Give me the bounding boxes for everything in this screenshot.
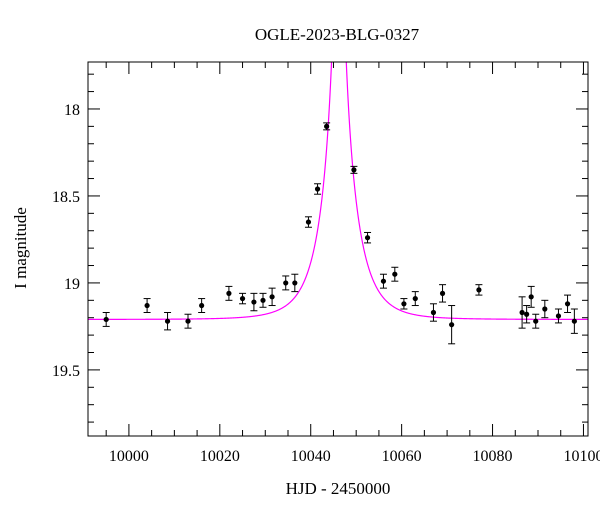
data-point (379, 273, 387, 289)
x-tick-label: 10060 (382, 448, 422, 465)
y-tick-label: 19.5 (52, 363, 80, 380)
data-marker (251, 299, 257, 305)
data-point (268, 287, 276, 307)
data-marker (555, 313, 562, 319)
chart-title: OGLE-2023-BLG-0327 (255, 25, 420, 44)
data-point (570, 308, 578, 334)
data-marker (164, 318, 171, 324)
plot-frame (87, 61, 589, 437)
data-point (541, 299, 549, 319)
axis-ticks (88, 62, 588, 436)
data-marker (449, 322, 455, 328)
data-marker (519, 309, 525, 316)
data-marker (260, 297, 266, 303)
data-point (518, 296, 526, 329)
data-point (448, 305, 456, 345)
data-marker (351, 167, 357, 173)
data-marker (226, 290, 232, 296)
model-curve (88, 62, 588, 320)
data-point (532, 313, 540, 329)
x-tick-label: 10100 (563, 448, 600, 465)
data-point (314, 183, 322, 195)
tick-labels: 10000 10020 10040 10060 10080 10100 18 18.5 19 19… (52, 102, 600, 465)
data-marker (269, 294, 275, 300)
y-axis-label: I magnitude (11, 207, 30, 289)
data-point (250, 292, 258, 312)
model-curve-layer (88, 62, 588, 320)
data-point (364, 231, 372, 244)
data-marker (401, 301, 407, 307)
data-point (554, 308, 562, 324)
data-point (350, 165, 358, 174)
y-tick-label: 18 (64, 102, 80, 119)
x-tick-label: 10000 (109, 448, 149, 465)
data-marker (564, 301, 571, 307)
data-point (475, 284, 483, 296)
data-marker (533, 318, 539, 324)
data-marker (103, 316, 109, 323)
data-marker (412, 295, 418, 302)
data-marker (199, 302, 205, 309)
data-point (102, 311, 110, 327)
x-tick-label: 10020 (200, 448, 240, 465)
x-tick-label: 10080 (473, 448, 513, 465)
data-marker (528, 294, 534, 300)
data-point (143, 298, 151, 313)
data-marker (305, 219, 312, 225)
data-point (282, 275, 290, 291)
y-tick-label: 19 (64, 276, 80, 293)
data-point (411, 291, 419, 307)
data-marker (364, 235, 371, 241)
data-point (259, 292, 267, 308)
data-point (564, 294, 572, 313)
data-point (304, 216, 312, 228)
data-marker (324, 123, 330, 129)
data-marker (283, 280, 289, 286)
data-marker (292, 280, 298, 286)
data-marker (144, 302, 150, 309)
data-marker (571, 318, 577, 324)
x-tick-label: 10040 (291, 448, 331, 465)
data-point (439, 284, 447, 303)
data-marker (380, 278, 387, 284)
data-point (164, 311, 172, 331)
data-point (523, 305, 531, 324)
data-point (291, 273, 299, 293)
data-marker (239, 295, 246, 302)
data-point (400, 298, 408, 310)
data-marker (524, 311, 530, 317)
data-point (323, 122, 331, 131)
data-marker (439, 290, 446, 296)
x-axis-label: HJD - 2450000 (286, 479, 391, 498)
data-marker (314, 186, 321, 192)
data-point (391, 266, 399, 282)
data-marker (392, 271, 398, 277)
data-marker (185, 318, 191, 324)
data-points-layer (102, 122, 578, 345)
data-marker (542, 306, 548, 312)
data-point (198, 298, 206, 313)
data-point (429, 303, 437, 322)
data-point (239, 292, 247, 305)
data-point (184, 313, 192, 329)
data-marker (476, 287, 482, 293)
data-marker (430, 309, 437, 316)
data-point (527, 285, 535, 308)
data-point (225, 285, 233, 301)
y-tick-label: 18.5 (52, 189, 80, 206)
